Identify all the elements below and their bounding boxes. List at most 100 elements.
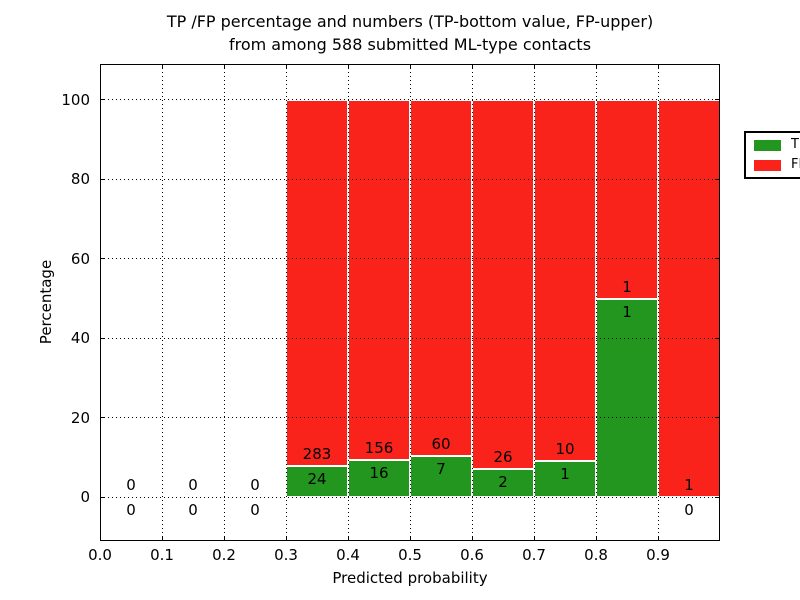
tp-count-label-0.4-0.5: 16 <box>369 464 389 483</box>
x-tick-mark-top-0.2 <box>223 64 225 69</box>
y-tick-label-40: 40 <box>70 329 90 348</box>
bar-fp-0.5-0.6 <box>410 99 472 456</box>
tp-count-label-0.1-0.2: 0 <box>188 501 198 520</box>
gridline-x-0.8 <box>595 64 597 541</box>
legend-label-fp: FP <box>791 157 800 172</box>
x-tick-mark-top-0.1 <box>161 64 163 69</box>
y-tick-mark-right-20 <box>715 417 720 419</box>
bar-tp-0.5-0.6 <box>410 455 472 498</box>
y-tick-mark-right-60 <box>715 258 720 260</box>
x-tick-mark-bottom-0.2 <box>223 536 225 541</box>
fp-count-label-0.9-1: 1 <box>684 476 694 495</box>
y-tick-mark-left-20 <box>100 417 105 419</box>
x-tick-label-0.3: 0.3 <box>274 546 298 564</box>
legend: TP FP <box>744 131 800 179</box>
x-tick-mark-top-0.4 <box>347 64 349 69</box>
x-tick-mark-bottom-0.3 <box>285 536 287 541</box>
x-tick-mark-top-0.5 <box>409 64 411 69</box>
x-tick-mark-bottom-0.8 <box>595 536 597 541</box>
fp-count-label-0.2-0.3: 0 <box>250 476 260 495</box>
legend-entry-tp: TP <box>754 137 800 152</box>
tp-count-label-0.7-0.8: 1 <box>560 465 570 484</box>
y-tick-mark-left-40 <box>100 337 105 339</box>
bar-fp-0.6-0.7 <box>472 99 534 469</box>
y-tick-mark-right-100 <box>715 99 720 101</box>
bar-fp-0.7-0.8 <box>534 99 596 462</box>
chart-title-line-1: TP /FP percentage and numbers (TP-bottom… <box>166 12 654 31</box>
x-tick-label-0.1: 0.1 <box>150 546 174 564</box>
chart-title-line-2: from among 588 submitted ML-type contact… <box>228 35 592 54</box>
tp-count-label-0.6-0.7: 2 <box>498 472 508 491</box>
tp-count-label-0.9-1: 0 <box>684 501 694 520</box>
legend-label-tp: TP <box>791 137 800 152</box>
x-tick-mark-top-0.0 <box>99 64 101 69</box>
x-tick-label-0.4: 0.4 <box>336 546 360 564</box>
x-axis-label: Predicted probability <box>332 569 488 587</box>
y-tick-label-60: 60 <box>70 249 90 268</box>
y-tick-mark-right-80 <box>715 178 720 180</box>
legend-entry-fp: FP <box>754 157 800 172</box>
bar-tp-0.6-0.7 <box>472 468 534 498</box>
y-tick-label-0: 0 <box>80 488 90 507</box>
fp-count-label-0.1-0.2: 0 <box>188 476 198 495</box>
x-tick-mark-bottom-0.4 <box>347 536 349 541</box>
x-tick-mark-top-0.8 <box>595 64 597 69</box>
x-tick-mark-bottom-0.6 <box>471 536 473 541</box>
y-tick-label-100: 100 <box>61 90 90 109</box>
gridline-x-0.3 <box>285 64 287 541</box>
y-tick-mark-left-80 <box>100 178 105 180</box>
y-tick-label-20: 20 <box>70 408 90 427</box>
fp-count-label-0.8-0.9: 1 <box>622 277 632 296</box>
y-tick-mark-left-0 <box>100 496 105 498</box>
tp-count-label-0.2-0.3: 0 <box>250 501 260 520</box>
x-tick-mark-top-0.9 <box>657 64 659 69</box>
x-tick-label-0.0: 0.0 <box>88 546 112 564</box>
x-tick-mark-top-0.7 <box>533 64 535 69</box>
y-tick-mark-left-100 <box>100 99 105 101</box>
x-tick-label-0.7: 0.7 <box>522 546 546 564</box>
bar-tp-0.3-0.4 <box>286 466 348 498</box>
fp-count-label-0.7-0.8: 10 <box>555 440 575 459</box>
gridline-x-0.6 <box>471 64 473 541</box>
gridline-x-0.2 <box>223 64 225 541</box>
x-tick-mark-top-0.6 <box>471 64 473 69</box>
x-tick-mark-bottom-0.0 <box>99 536 101 541</box>
fp-count-label-0-0.1: 0 <box>126 476 136 495</box>
fp-count-label-0.3-0.4: 283 <box>302 445 332 464</box>
tp-count-label-0-0.1: 0 <box>126 501 136 520</box>
x-tick-mark-bottom-0.5 <box>409 536 411 541</box>
x-tick-label-0.2: 0.2 <box>212 546 236 564</box>
y-tick-label-80: 80 <box>70 170 90 189</box>
x-tick-mark-bottom-0.1 <box>161 536 163 541</box>
legend-swatch-fp <box>754 159 781 171</box>
x-tick-mark-top-0.3 <box>285 64 287 69</box>
x-tick-label-0.5: 0.5 <box>398 546 422 564</box>
bar-fp-0.8-0.9 <box>596 99 658 299</box>
chart-title: TP /FP percentage and numbers (TP-bottom… <box>100 10 720 56</box>
fp-count-label-0.6-0.7: 26 <box>493 447 513 466</box>
bar-tp-0.8-0.9 <box>596 298 658 498</box>
gridline-x-0.4 <box>347 64 349 541</box>
fp-count-label-0.5-0.6: 60 <box>431 434 451 453</box>
tp-count-label-0.5-0.6: 7 <box>436 459 446 478</box>
legend-swatch-tp <box>754 139 781 151</box>
bar-fp-0.3-0.4 <box>286 99 348 467</box>
y-tick-mark-right-0 <box>715 496 720 498</box>
y-tick-mark-left-60 <box>100 258 105 260</box>
gridline-x-0.5 <box>409 64 411 541</box>
tp-count-label-0.8-0.9: 1 <box>622 302 632 321</box>
bar-fp-0.4-0.5 <box>348 99 410 461</box>
y-tick-mark-right-40 <box>715 337 720 339</box>
bar-fp-0.9-1 <box>658 99 720 498</box>
gridline-x-0.9 <box>657 64 659 541</box>
tp-count-label-0.3-0.4: 24 <box>307 470 327 489</box>
gridline-x-0.7 <box>533 64 535 541</box>
gridline-x-0.1 <box>161 64 163 541</box>
x-tick-mark-bottom-0.9 <box>657 536 659 541</box>
bar-tp-0.7-0.8 <box>534 461 596 498</box>
x-tick-label-0.8: 0.8 <box>584 546 608 564</box>
x-tick-label-0.9: 0.9 <box>646 546 670 564</box>
x-tick-mark-bottom-0.7 <box>533 536 535 541</box>
